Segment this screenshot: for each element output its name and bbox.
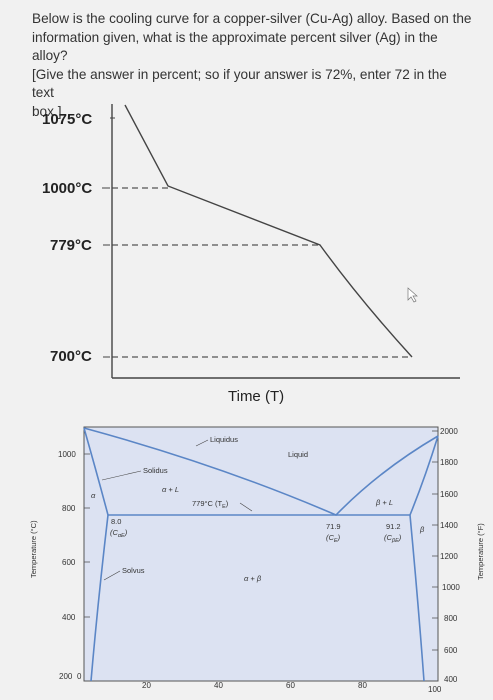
label-beta-l: β + L [375,498,393,507]
label-alpha-l: α + L [162,485,179,494]
right-tick-label: 1000 [442,583,460,592]
right-tick-label: 1600 [440,490,458,499]
label-alpha: α [91,491,96,500]
left-tick-label: 800 [62,504,76,513]
cooling-curve-chart: 1075°C 1000°C 779°C 700°C Time (T) [42,104,460,405]
right-tick-marks [432,430,438,651]
right-tick-label: 800 [444,614,458,623]
label-e-comp-sym: (CE) [326,533,341,544]
x-tick-label: 40 [214,681,223,690]
x-tick-label: 60 [286,681,295,690]
left-tick-label: 200 [59,672,73,681]
label-solvus: Solvus [122,566,145,575]
left-tick-marks [84,453,90,618]
question-line-3: [Give the answer in percent; so if your … [32,66,447,101]
leader-eutectic [239,502,253,512]
cooling-curve-line [124,104,413,358]
question-line-1: Below is the cooling curve for a copper-… [32,11,472,26]
tick-label-1000: 1000°C [42,180,92,197]
leader-solvus [103,570,121,581]
phase-diagram-bg [83,426,439,682]
right-axis-label: Temperature (°F) [476,523,485,580]
x-tick-label: 80 [358,681,367,690]
cursor-icon [407,287,418,303]
right-tick-label: 400 [444,675,458,684]
x-tick-label: 20 [142,681,151,690]
left-tick-label: 600 [62,558,76,567]
right-tick-label: 600 [444,646,458,655]
left-ticks: 1000 800 600 400 200 [58,450,76,681]
label-alpha-beta: α + β [244,574,262,583]
right-tick-label: 1200 [440,552,458,561]
x-tick-label: 100 [428,685,442,694]
right-ticks: 2000 1800 1600 1400 1200 1000 800 600 40… [440,427,460,684]
liquidus-line [83,427,439,516]
tick-label-700: 700°C [50,348,92,365]
label-alpha-comp: 8.0 [111,517,121,526]
label-liquidus: Liquidus [210,435,238,444]
question-text: Below is the cooling curve for a copper-… [32,10,472,121]
solvus-line-right [409,514,425,682]
question-line-4: box.] [32,103,62,119]
right-tick-label: 2000 [440,427,458,436]
right-tick-label: 1800 [440,458,458,467]
label-beta-comp-sym: (CβE) [384,533,402,544]
left-tick-label: 1000 [58,450,76,459]
bottom-ticks: 0 20 40 60 80 100 [77,672,442,694]
label-solidus: Solidus [143,466,168,475]
leader-liquidus [195,439,209,447]
right-tick-label: 1400 [440,521,458,530]
x-tick-label: 0 [77,672,82,681]
solidus-line-right [409,435,439,516]
left-axis-label: Temperature (°C) [29,520,38,578]
label-e-comp: 71.9 [326,522,341,531]
left-tick-label: 400 [62,613,76,622]
label-beta-comp: 91.2 [386,522,401,531]
solidus-line [83,427,109,516]
leader-solidus [101,470,142,481]
question-line-2: information given, what is the approxima… [32,29,438,64]
tick-label-779: 779°C [50,237,92,254]
label-alpha-comp-sym: (CαE) [110,528,128,539]
label-liquid: Liquid [288,450,308,459]
x-axis-label: Time (T) [228,388,284,405]
solvus-line [90,514,109,682]
label-beta: β [419,525,425,534]
tick-label-1075: 1075°C [42,111,92,128]
label-eutectic-temp: 779°C (TE) [192,499,229,510]
